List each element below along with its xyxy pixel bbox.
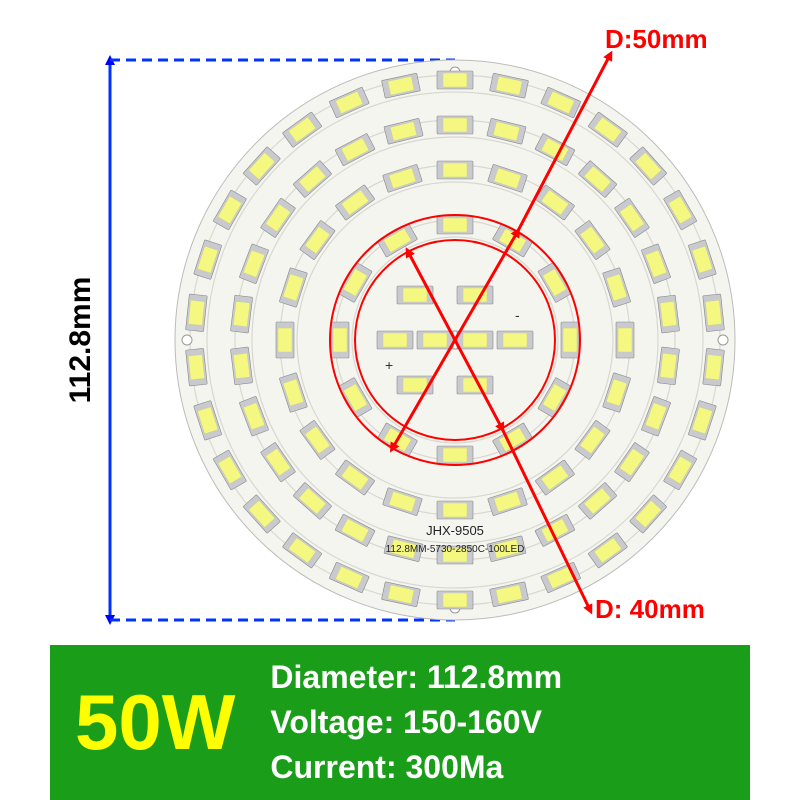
spec-panel: 50W Diameter: 112.8mm Voltage: 150-160V … [50,645,750,800]
board-model: JHX-9505 [426,523,484,538]
spec-lines: Diameter: 112.8mm Voltage: 150-160V Curr… [270,655,562,789]
spec-diameter: Diameter: 112.8mm [270,655,562,700]
d2-label: D: 40mm [595,594,705,624]
board-spec-line: 112.8MM-5730-2850C-100LED [386,544,525,555]
diagram-area: 112.8mm D:50mm D: 40mm JHX-9505 112.8MM-5730… [50,20,750,630]
svg-text:+: + [385,357,393,373]
spec-voltage: Voltage: 150-160V [270,700,562,745]
spec-current: Current: 300Ma [270,745,562,790]
d1-label: D:50mm [605,24,708,54]
svg-text:-: - [515,307,520,323]
pcb-diagram-svg: 112.8mm D:50mm D: 40mm JHX-9505 112.8MM-5730… [50,20,750,630]
vertical-dim-label: 112.8mm [64,277,97,404]
wattage-label: 50W [75,677,235,768]
